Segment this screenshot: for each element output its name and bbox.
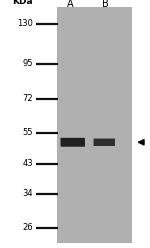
Text: 72: 72 [22, 94, 33, 103]
FancyBboxPatch shape [61, 138, 85, 147]
Text: 34: 34 [22, 189, 33, 198]
Text: 55: 55 [22, 128, 33, 137]
FancyBboxPatch shape [57, 7, 132, 243]
FancyBboxPatch shape [94, 139, 115, 146]
Text: A: A [67, 0, 74, 9]
Text: 130: 130 [17, 19, 33, 28]
Text: 26: 26 [22, 223, 33, 232]
Text: 43: 43 [22, 159, 33, 168]
Text: KDa: KDa [12, 0, 33, 6]
Text: B: B [102, 0, 108, 9]
Text: 95: 95 [22, 59, 33, 68]
